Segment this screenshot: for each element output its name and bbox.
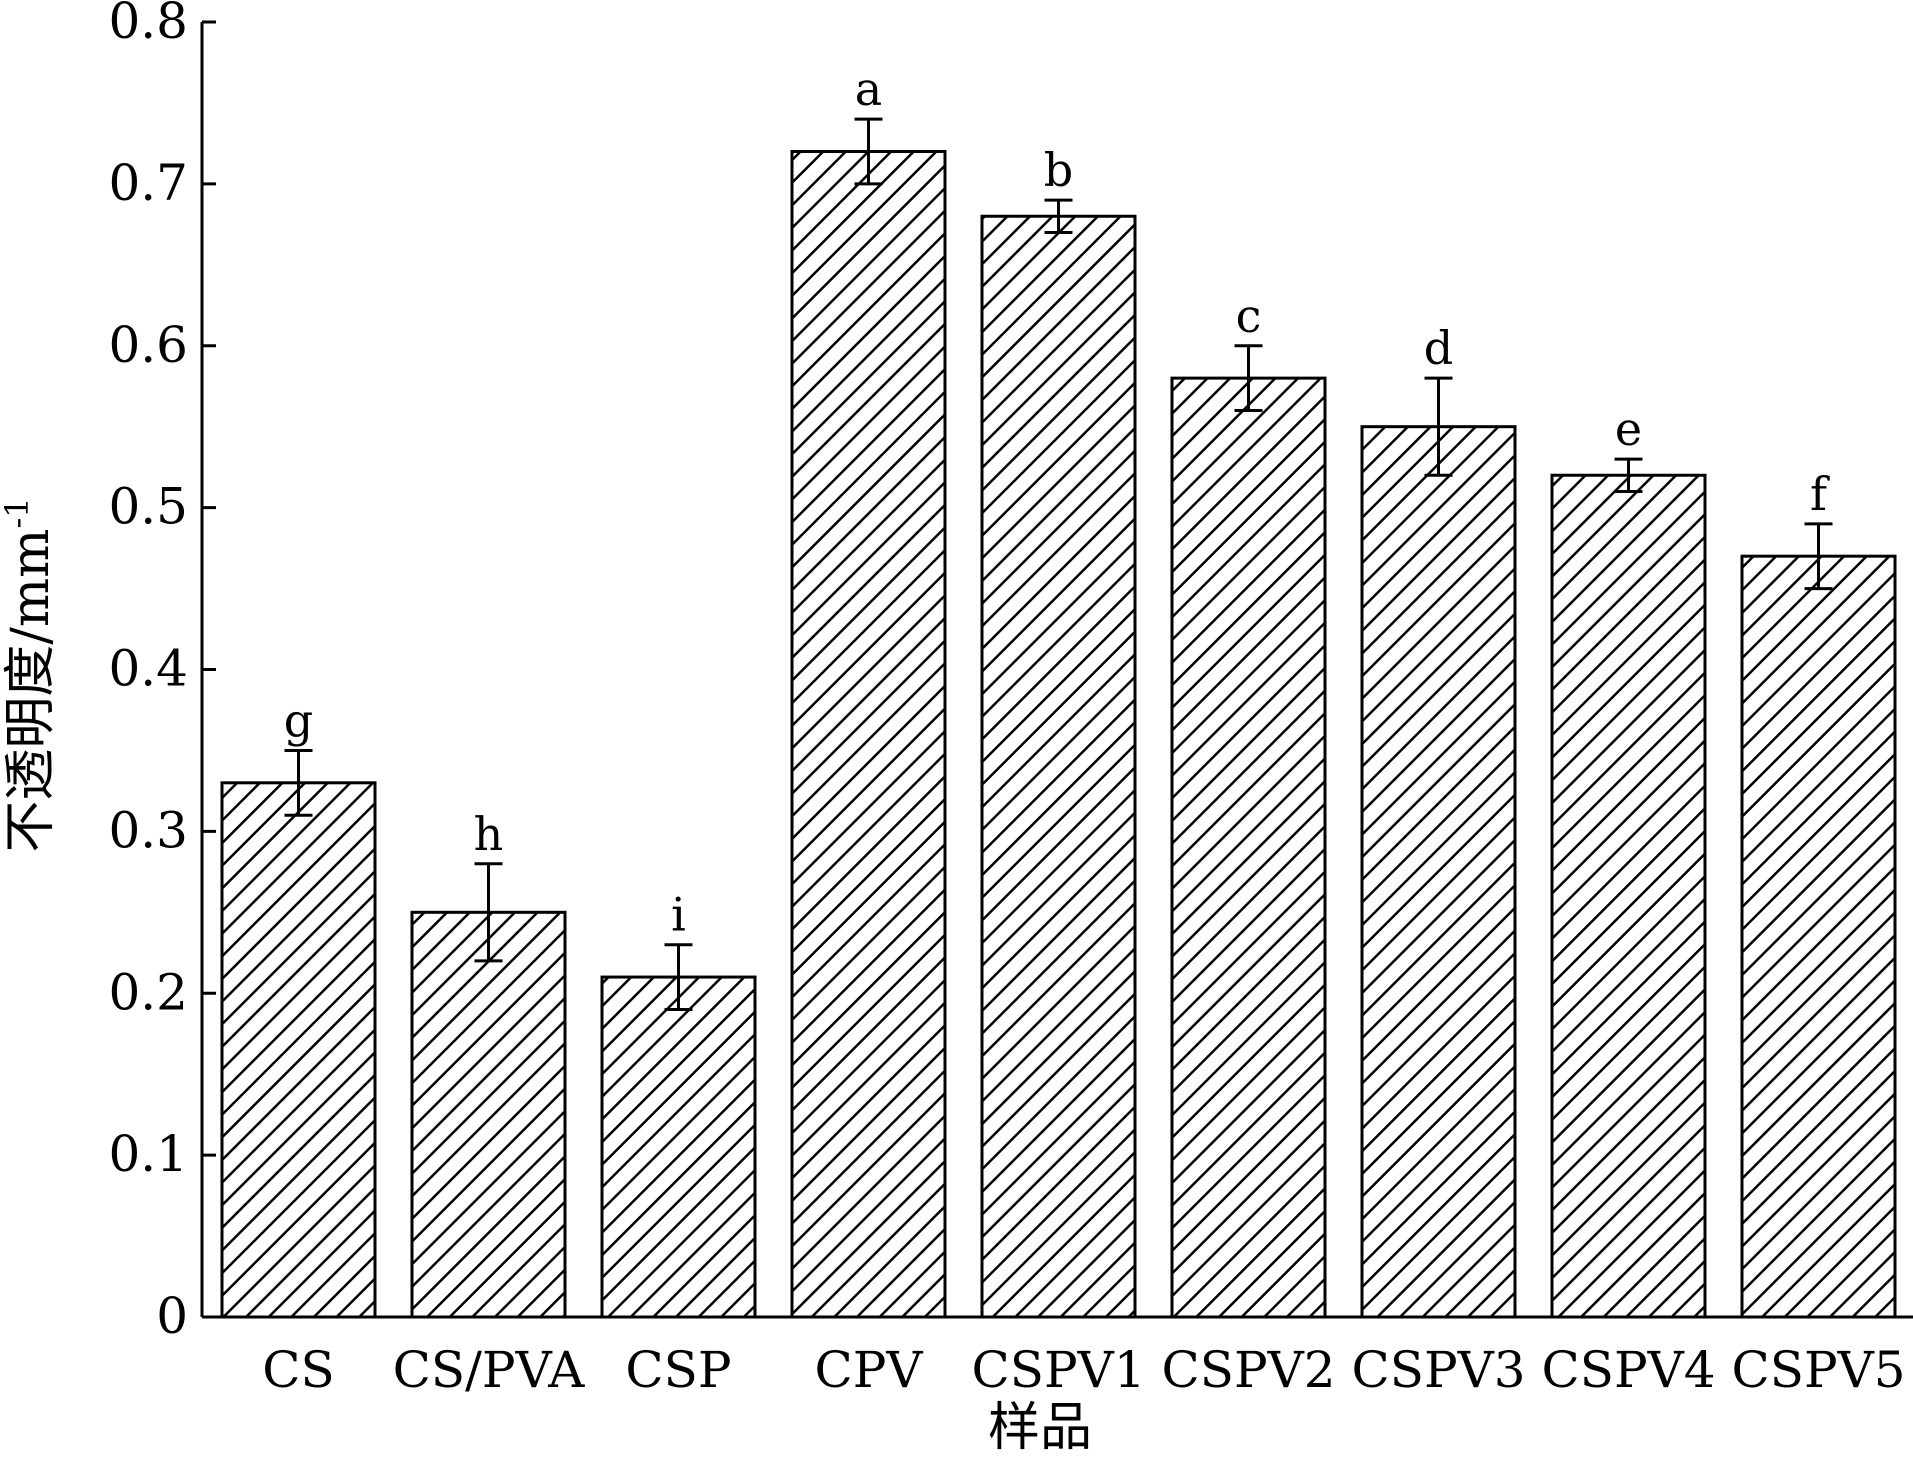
significance-label: e <box>1615 402 1642 456</box>
y-axis-title: 不透明度/mm-1 <box>0 497 61 852</box>
bar <box>220 781 377 1319</box>
x-tick-label: CSPV4 <box>1541 1341 1715 1399</box>
y-tick-label: 0.5 <box>108 478 188 536</box>
y-tick-label: 0.7 <box>108 154 188 212</box>
x-tick-label: CSPV5 <box>1731 1341 1905 1399</box>
y-axis-title-text: 不透明度/mm <box>1 529 61 853</box>
bar <box>980 214 1137 1319</box>
x-axis-title: 样品 <box>988 1398 1092 1458</box>
bar <box>1170 376 1327 1319</box>
significance-label: g <box>284 693 313 747</box>
x-tick-label: CS/PVA <box>393 1341 586 1399</box>
significance-label: f <box>1810 467 1830 521</box>
significance-label: h <box>474 807 504 861</box>
bar <box>1360 425 1517 1319</box>
x-tick-label: CPV <box>814 1341 923 1399</box>
y-tick-label: 0.8 <box>108 0 188 50</box>
x-tick-label: CSPV2 <box>1161 1341 1335 1399</box>
bar <box>1740 554 1897 1319</box>
x-tick-label: CSP <box>625 1341 731 1399</box>
x-tick-label: CSPV1 <box>971 1341 1145 1399</box>
bar <box>790 150 947 1319</box>
significance-label: b <box>1044 143 1073 197</box>
y-tick-label: 0.3 <box>108 801 188 859</box>
y-tick-label: 0 <box>156 1287 188 1345</box>
significance-label: a <box>855 62 882 116</box>
significance-label: c <box>1236 289 1262 343</box>
y-axis-title-superscript: -1 <box>0 497 36 528</box>
x-tick-label: CS <box>262 1341 335 1399</box>
y-tick-label: 0.2 <box>108 963 188 1021</box>
y-tick-label: 0.4 <box>108 640 188 698</box>
bar <box>410 910 567 1319</box>
significance-label: d <box>1424 321 1453 375</box>
significance-label: i <box>671 888 686 942</box>
bar <box>600 975 757 1319</box>
y-tick-label: 0.1 <box>108 1125 188 1183</box>
bar <box>1550 473 1707 1319</box>
x-tick-label: CSPV3 <box>1351 1341 1525 1399</box>
plot-area: 0 0.1 0.2 0.3 0.4 0.5 0.6 0.7 0.8 g CS h CS/PVA i CSP a… <box>108 0 1913 1399</box>
y-tick-label: 0.6 <box>108 316 188 374</box>
